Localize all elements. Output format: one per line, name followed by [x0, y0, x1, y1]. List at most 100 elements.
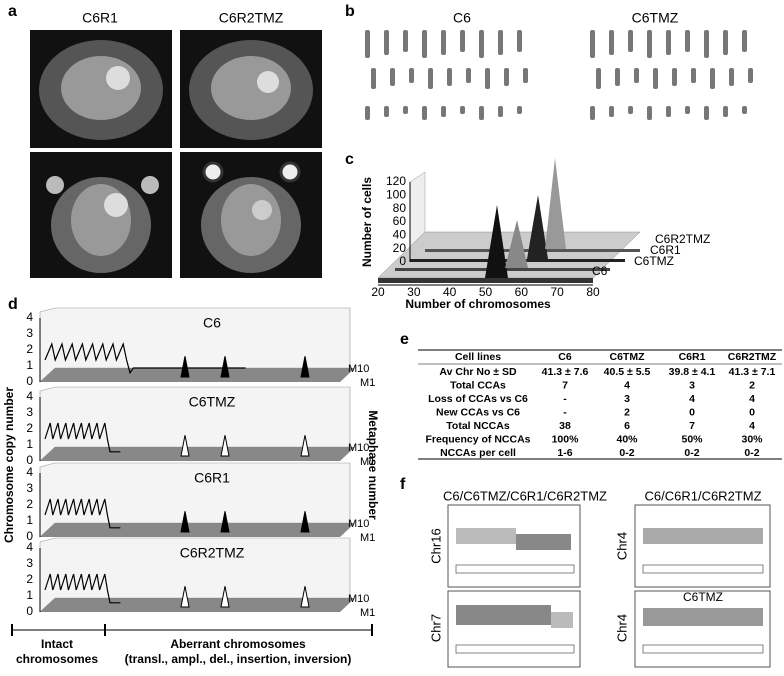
chromosome — [384, 106, 389, 117]
table-cell: 7 — [689, 420, 695, 432]
chromosome — [590, 106, 595, 120]
trace — [44, 342, 246, 375]
table-cell: 0-2 — [744, 447, 759, 459]
spike — [220, 356, 230, 378]
table-cell: 40% — [616, 433, 638, 445]
y-tick-label: 3 — [26, 556, 33, 570]
y-tick-label: 1 — [26, 513, 33, 527]
table-cell: Frequency of NCCAs — [425, 433, 530, 445]
y-tick-label: 0 — [26, 453, 33, 467]
table-cell: 39.8 ± 4.1 — [669, 366, 716, 378]
chromosome — [710, 68, 715, 89]
x-tick-label: 40 — [443, 285, 457, 299]
chromosome — [596, 68, 601, 89]
panel-title: C6R2TMZ — [180, 545, 245, 561]
chromosome — [704, 30, 709, 58]
x-tick-label: 20 — [371, 285, 385, 299]
x-tick-label: 70 — [550, 285, 564, 299]
chromosome — [371, 68, 376, 89]
y-tick-label: 40 — [393, 228, 407, 242]
chromosome — [742, 106, 747, 114]
y-tick-label: 4 — [26, 389, 33, 403]
mri-images — [30, 30, 322, 278]
y-tick-label: 120 — [386, 174, 406, 188]
spike — [180, 586, 190, 608]
table-header: C6R2TMZ — [728, 351, 777, 363]
chromosome — [390, 68, 395, 86]
spike — [300, 435, 310, 457]
chromosome — [647, 106, 652, 120]
table-cell: Av Chr No ± SD — [439, 366, 517, 378]
chromosome — [479, 106, 484, 120]
chromosome — [523, 68, 528, 83]
chromosome — [590, 30, 595, 58]
floor — [40, 523, 355, 537]
chromosome — [748, 68, 753, 83]
axis-label: Number of chromosomes — [405, 297, 551, 311]
chromosome — [517, 30, 522, 52]
y-tick-label: 20 — [393, 241, 407, 255]
chromosome — [742, 30, 747, 52]
copy-number-plots — [11, 307, 373, 636]
floor — [40, 598, 355, 612]
table-header: C6TMZ — [610, 351, 646, 363]
chromosome — [428, 68, 433, 89]
trace — [44, 422, 121, 453]
series-label: C6TMZ — [634, 254, 674, 268]
chromosome-label: Chr16 — [428, 528, 443, 563]
panel-title: C6R1 — [194, 470, 230, 486]
table-cell: - — [563, 406, 567, 418]
chromosome — [628, 106, 633, 114]
chromosome — [498, 106, 503, 117]
y-tick-label: 3 — [26, 405, 33, 419]
chromosome — [517, 106, 522, 114]
chromosome — [365, 106, 370, 120]
panel-label: d — [8, 296, 18, 313]
y-tick-label: 1 — [26, 358, 33, 372]
y-tick-label: 3 — [26, 481, 33, 495]
spike — [300, 586, 310, 608]
table-cell: Total CCAs — [450, 379, 506, 391]
chromosome — [479, 30, 484, 58]
chromosome — [685, 106, 690, 114]
chromosome — [403, 30, 408, 52]
spike — [300, 356, 310, 378]
chromosome — [460, 30, 465, 52]
chromosome — [723, 30, 728, 55]
chromosome — [504, 68, 509, 86]
y-tick-label: 2 — [26, 497, 33, 511]
y-tick-label: 4 — [26, 465, 33, 479]
axis-label: Intact — [41, 637, 73, 651]
table-cell: 2 — [624, 406, 630, 418]
chromosome — [729, 68, 734, 86]
chromosome — [384, 30, 389, 55]
chromosome — [666, 30, 671, 55]
table-cell: 3 — [689, 379, 695, 391]
metaphase-label: M10 — [348, 363, 369, 375]
table-cell: 4 — [749, 393, 755, 405]
chromosome — [403, 106, 408, 114]
series-label: C6R1 — [650, 243, 681, 257]
table-cell: 1-6 — [557, 447, 572, 459]
chromosome — [691, 68, 696, 83]
table-cell: Loss of CCAs vs C6 — [428, 393, 528, 405]
chromosome — [628, 30, 633, 52]
table-cell: 38 — [559, 420, 571, 432]
y-tick-label: 0 — [399, 254, 406, 268]
x-tick-label: 60 — [515, 285, 529, 299]
panel-title: C6TMZ — [189, 394, 236, 410]
y-tick-label: 2 — [26, 342, 33, 356]
array-plots — [447, 504, 771, 668]
y-tick-label: 3 — [26, 326, 33, 340]
table-cell: 40.5 ± 5.5 — [604, 366, 651, 378]
axis-label: Number of cells — [360, 177, 374, 267]
table-cell: 4 — [749, 420, 755, 432]
y-tick-label: 4 — [26, 540, 33, 554]
table-cell: 0-2 — [684, 447, 699, 459]
table-cell: 0 — [689, 406, 695, 418]
spike — [180, 435, 190, 457]
chromosome — [653, 68, 658, 89]
spike — [180, 356, 190, 378]
